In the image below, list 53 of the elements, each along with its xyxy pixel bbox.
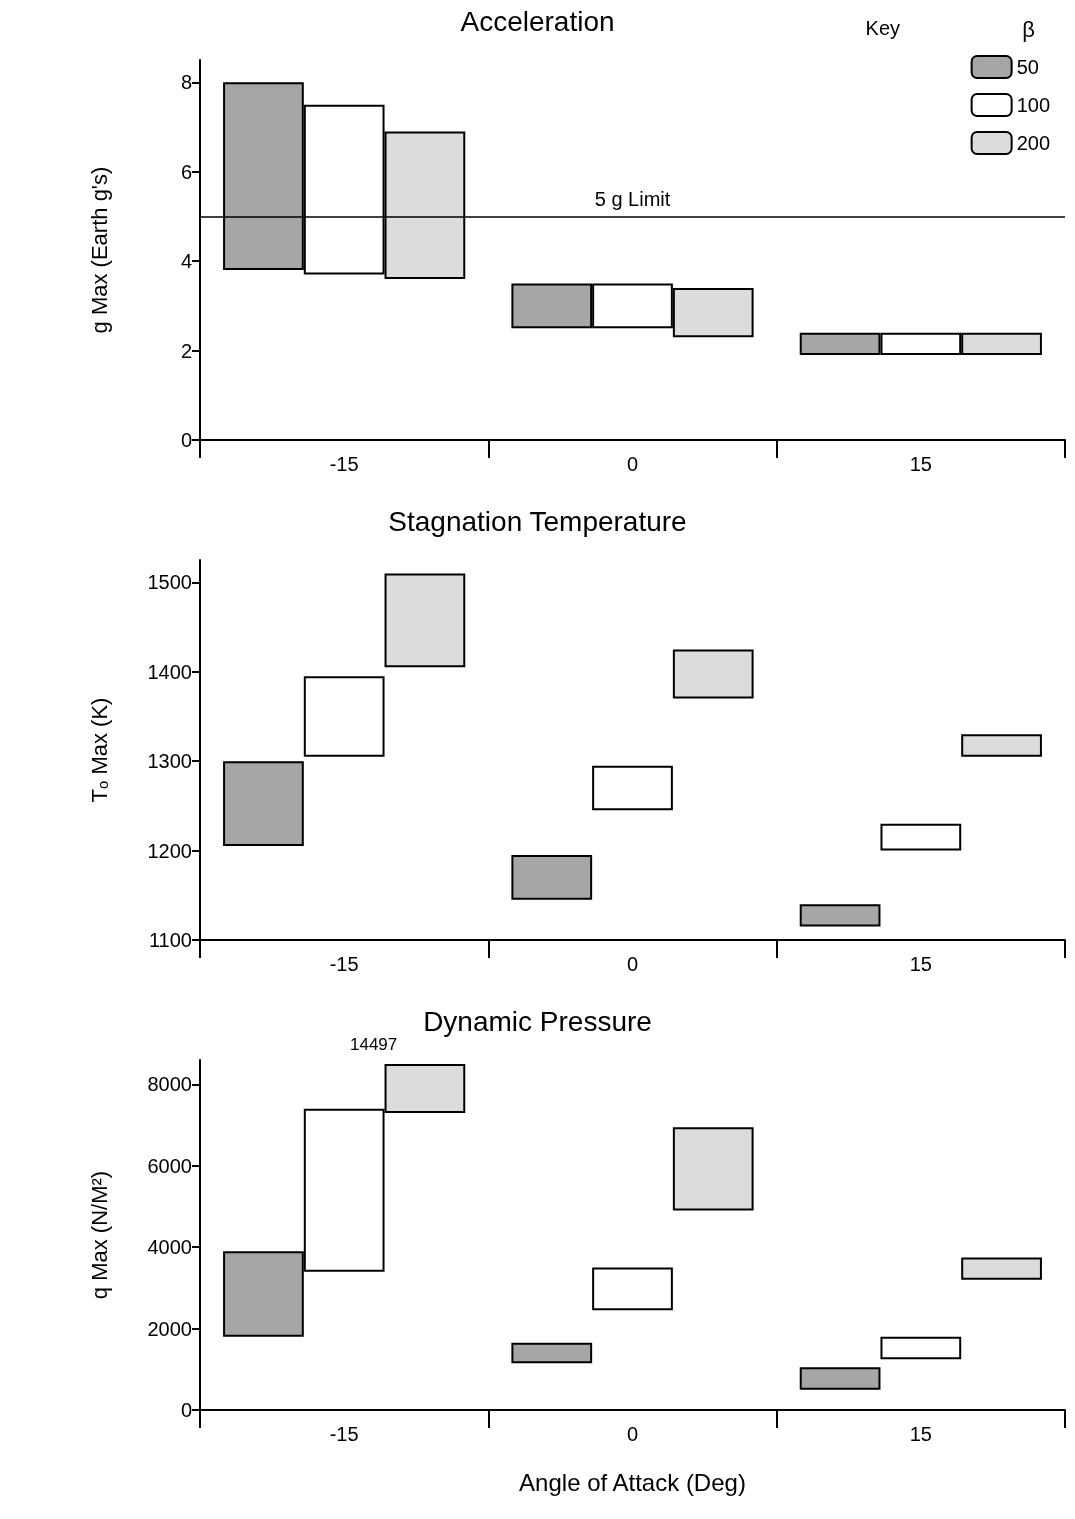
bar (592, 1267, 673, 1311)
x-tick-label: 15 (909, 1423, 932, 1445)
y-tick-label: 8 (180, 71, 192, 94)
y-tick-label: 4000 (147, 1236, 192, 1259)
y-tick-label: 1100 (148, 929, 192, 951)
y-axis-title: Tₒ Max (K) (86, 697, 112, 803)
y-tick-label: 0 (180, 1399, 192, 1421)
bar (303, 676, 385, 757)
y-axis-title: q Max (N/M²) (86, 1170, 112, 1300)
x-tick-label: 15 (909, 953, 932, 975)
y-tick-label: 1500 (147, 571, 192, 594)
x-tick-label: -15 (329, 453, 359, 475)
bar (223, 761, 304, 847)
y-tick-label: 2000 (147, 1317, 192, 1340)
chart-title: Stagnation Temperature (388, 505, 687, 537)
bar (672, 649, 754, 699)
bar (592, 765, 673, 811)
x-tick-label: 0 (626, 453, 639, 475)
y-tick-label: 8000 (147, 1073, 192, 1096)
y-tick-label: 0 (180, 429, 192, 451)
y-tick-label: 1200 (147, 839, 192, 862)
x-tick-label: -15 (329, 953, 359, 975)
legend-title: β (1022, 16, 1035, 42)
bar (799, 904, 881, 927)
x-axis-title: Angle of Attack (Deg) (519, 1468, 746, 1496)
y-tick-label: 2 (180, 339, 192, 362)
y-tick-label: 1400 (147, 660, 192, 683)
bar (672, 1127, 754, 1211)
chart-title: Acceleration (460, 5, 615, 37)
ref-line-label: 5 g Limit (594, 188, 671, 211)
text: 14497 (350, 1035, 398, 1054)
y-tick-label: 1300 (147, 750, 192, 773)
legend-label: 50 (1016, 56, 1039, 78)
chart-title: Dynamic Pressure (423, 1005, 652, 1037)
bar (511, 1342, 593, 1364)
bar (880, 1336, 962, 1360)
x-tick-label: -15 (329, 1423, 359, 1445)
bar (799, 1367, 881, 1390)
legend-label: 100 (1016, 94, 1051, 116)
x-tick-label: 15 (909, 453, 932, 475)
bar (384, 573, 466, 668)
y-tick-label: 4 (180, 250, 192, 273)
y-axis-title: g Max (Earth g's) (86, 166, 112, 334)
y-tick-label: 6000 (147, 1154, 192, 1177)
bar (511, 855, 593, 900)
legend-label: 200 (1016, 132, 1051, 154)
x-tick-label: 0 (626, 953, 639, 975)
x-tick-label: 0 (626, 1423, 639, 1445)
text: Key (865, 17, 901, 39)
bar (961, 1257, 1042, 1280)
bar (961, 734, 1042, 757)
y-tick-label: 6 (180, 160, 192, 183)
bar (880, 823, 962, 851)
